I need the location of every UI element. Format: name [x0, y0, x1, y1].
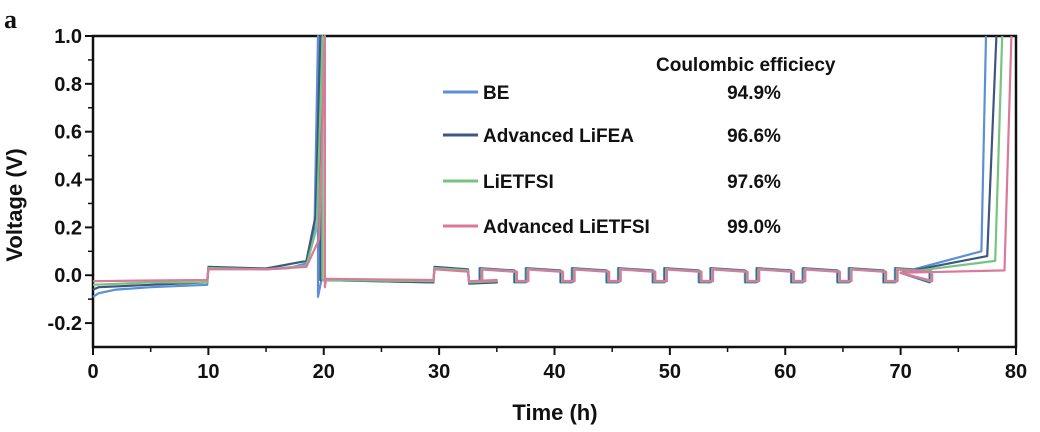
x-tick-label: 80 — [1005, 361, 1027, 383]
x-tick-label: 70 — [890, 361, 912, 383]
plot-frame — [91, 34, 1018, 349]
y-tick-label: 0.0 — [54, 265, 82, 287]
legend-label-1: BE — [483, 83, 509, 104]
series-line-3 — [92, 34, 1004, 286]
plot-border — [91, 34, 1018, 349]
x-tick-label: 20 — [313, 361, 335, 383]
legend-efficiency-2: 96.6% — [727, 126, 781, 147]
x-tick-label: 60 — [774, 361, 796, 383]
series-layer — [92, 34, 1013, 298]
x-tick-label: 10 — [197, 361, 219, 383]
legend-efficiency-4: 99.0% — [727, 217, 781, 238]
y-tick-label: 0.6 — [54, 122, 82, 144]
legend: Coulombic efficiecy BE 94.9% Advanced LiFE… — [443, 55, 836, 238]
legend-label-2: Advanced LiFEA — [483, 126, 634, 147]
x-tick-label: 30 — [428, 361, 450, 383]
legend-label-3: LiETFSI — [483, 172, 554, 193]
x-tick-label: 50 — [659, 361, 681, 383]
x-axis-label: Time (h) — [512, 400, 597, 425]
series-line-2 — [92, 34, 998, 291]
series-line-4 — [92, 34, 1013, 289]
y-axis-label: Voltage (V) — [2, 148, 27, 261]
legend-efficiency-1: 94.9% — [727, 83, 781, 104]
panel-letter: a — [4, 5, 17, 34]
y-tick-label: 0.8 — [54, 74, 82, 96]
x-tick-label: 40 — [543, 361, 565, 383]
legend-title: Coulombic efficiecy — [656, 55, 836, 76]
y-tick-label: -0.2 — [48, 313, 82, 335]
y-tick-label: 0.4 — [54, 170, 83, 192]
legend-efficiency-3: 97.6% — [727, 172, 781, 193]
x-tick-label: 0 — [87, 361, 98, 383]
y-tick-label: 0.2 — [54, 217, 82, 239]
ticks-layer: 0 10 20 30 40 50 60 70 80 -0.2 0.0 0.2 0.4 0.6 0.8 1.0 — [48, 26, 1028, 383]
series-line-1 — [92, 34, 988, 298]
legend-label-4: Advanced LiETFSI — [483, 217, 650, 238]
y-tick-label: 1.0 — [54, 26, 82, 48]
